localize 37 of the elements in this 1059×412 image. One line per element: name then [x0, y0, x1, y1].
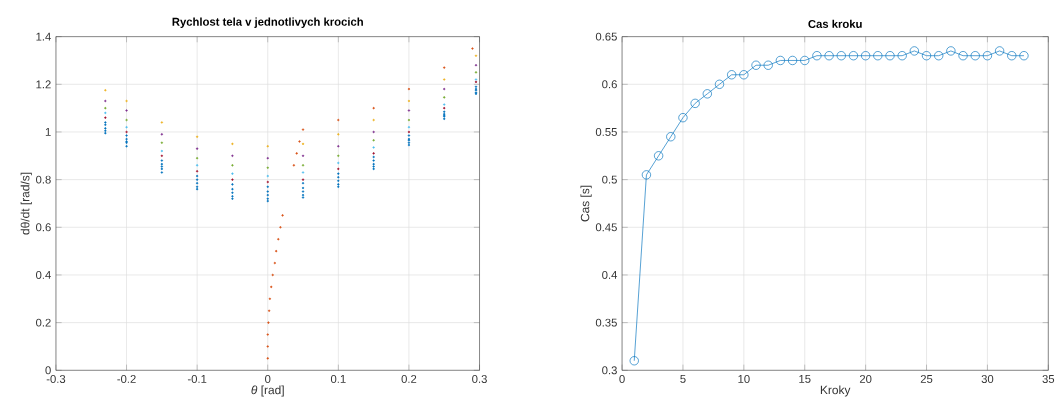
x-tick-label: -0.2	[117, 375, 136, 384]
x-tick-label: 0.1	[330, 375, 346, 384]
x-tick-label: 0	[265, 375, 271, 384]
y-tick-label: 0.4	[602, 271, 618, 280]
y-tick-label: 0.65	[595, 32, 617, 41]
y-tick-label: 0	[45, 366, 51, 375]
y-tick-label: 0.3	[602, 366, 617, 375]
x-tick-label: 0.3	[472, 375, 487, 384]
y-tick-label: 0.5	[602, 175, 617, 184]
x-tick-label: 25	[920, 375, 933, 384]
x-tick-label: 15	[799, 375, 811, 384]
chart-title: Cas kroku	[808, 19, 862, 29]
x-tick-label: 5	[680, 375, 686, 384]
y-tick-label: 1.4	[36, 32, 51, 41]
y-tick-label: 0.8	[36, 175, 51, 184]
y-tick-label: 0.45	[595, 223, 617, 232]
y-tick-label: 1	[45, 128, 51, 137]
x-tick-label: 35	[1042, 375, 1055, 384]
y-tick-label: 0.4	[36, 271, 51, 280]
y-tick-label: 0.6	[602, 80, 617, 89]
y-tick-label: 0.35	[595, 318, 617, 327]
x-tick-label: -0.3	[46, 375, 66, 384]
y-tick-label: 0.2	[36, 318, 51, 327]
y-tick-label: 0.6	[36, 223, 51, 232]
y-tick-label: 0.55	[595, 128, 617, 137]
x-axis-title: Kroky	[820, 385, 851, 397]
y-tick-label: 1.2	[36, 80, 51, 89]
x-tick-label: -0.1	[187, 375, 207, 384]
x-tick-label: 10	[738, 375, 750, 384]
y-axis-title: Cas [s]	[580, 185, 592, 222]
x-tick-label: 30	[981, 375, 994, 384]
x-axis-title: θ [rad]	[251, 385, 284, 397]
y-axis-title: dθ/dt [rad/s]	[20, 172, 32, 235]
x-tick-label: 0.2	[401, 375, 417, 384]
x-tick-label: 0	[619, 375, 625, 384]
chart-title: Rychlost tela v jednotlivych krocich	[172, 17, 363, 29]
x-tick-label: 20	[859, 375, 872, 384]
